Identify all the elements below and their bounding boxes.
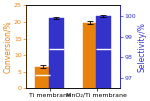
Y-axis label: Conversion/%: Conversion/% [3,21,12,73]
Y-axis label: Selectivity/%: Selectivity/% [138,22,147,72]
Bar [82,23,98,88]
Bar [49,18,64,88]
Bar [96,16,111,88]
Bar [35,67,50,88]
